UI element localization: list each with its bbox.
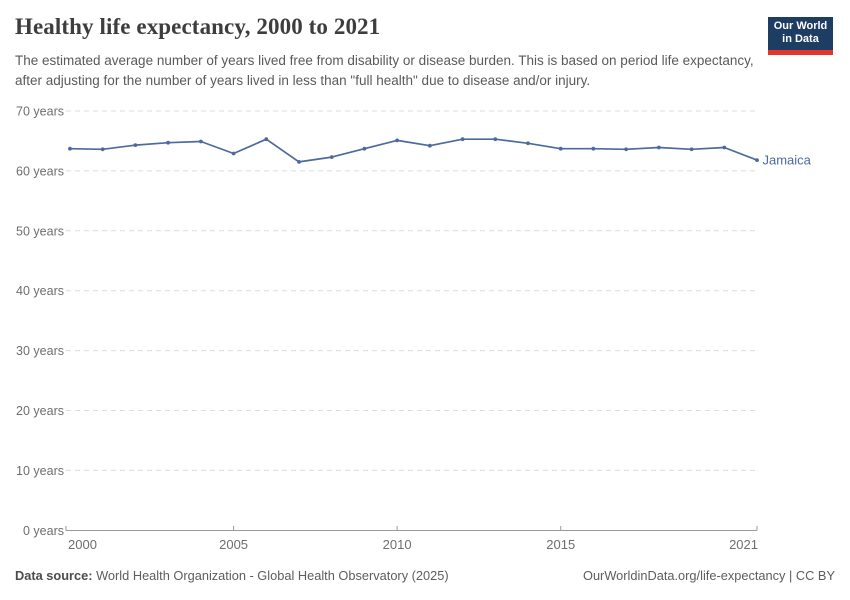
data-point bbox=[264, 137, 269, 142]
data-point bbox=[199, 139, 203, 144]
x-tick-label: 2015 bbox=[546, 537, 575, 552]
data-point bbox=[395, 138, 399, 143]
y-tick-label: 70 years bbox=[16, 105, 64, 119]
series-group bbox=[68, 137, 759, 164]
x-tick-label: 2000 bbox=[68, 537, 97, 552]
owid-logo-accent-bar bbox=[768, 50, 833, 55]
data-point bbox=[68, 146, 72, 151]
chart-subtitle: The estimated average number of years li… bbox=[15, 53, 754, 88]
x-tick-label: 2005 bbox=[219, 537, 248, 552]
data-point bbox=[428, 143, 432, 148]
y-tick-label: 50 years bbox=[16, 224, 64, 238]
data-point bbox=[493, 137, 498, 142]
y-tick-label: 10 years bbox=[16, 464, 64, 478]
data-point bbox=[624, 147, 628, 152]
x-tick-label: 2021 bbox=[729, 537, 758, 552]
data-point bbox=[657, 145, 661, 150]
data-point bbox=[231, 151, 236, 156]
y-tick-label: 40 years bbox=[16, 284, 64, 298]
y-tick-label: 60 years bbox=[16, 164, 64, 178]
series-line bbox=[69, 138, 758, 163]
data-point bbox=[362, 146, 367, 151]
data-point bbox=[100, 147, 105, 152]
y-axis-labels: 0 years 10 years 20 years 30 years 40 years 5… bbox=[16, 105, 64, 538]
data-point bbox=[460, 137, 465, 142]
y-tick-label: 20 years bbox=[16, 404, 64, 418]
data-source-label: Data source: bbox=[15, 568, 93, 583]
series-label-jamaica: Jamaica bbox=[763, 153, 812, 168]
data-point bbox=[297, 160, 301, 164]
x-tick-label: 2010 bbox=[383, 537, 412, 552]
owid-logo: Our World in Data bbox=[768, 17, 833, 55]
credit-note: OurWorldinData.org/life-expectancy | CC … bbox=[582, 568, 835, 583]
data-point bbox=[133, 143, 138, 148]
data-point bbox=[591, 146, 596, 151]
data-point bbox=[558, 146, 563, 151]
data-source-note: Data source: World Health Organization -… bbox=[15, 568, 449, 583]
page-title: Healthy life expectancy, 2000 to 2021 bbox=[15, 14, 381, 39]
x-axis-labels: 2000 2005 2010 2015 2021 bbox=[68, 537, 758, 552]
data-point bbox=[722, 145, 727, 150]
data-point bbox=[329, 155, 334, 160]
owid-logo-line1: Our World bbox=[773, 20, 828, 32]
y-tick-label: 30 years bbox=[16, 344, 64, 358]
x-axis bbox=[65, 526, 758, 531]
data-point bbox=[689, 147, 694, 152]
y-tick-label: 0 years bbox=[23, 524, 64, 538]
data-point bbox=[166, 140, 171, 145]
owid-logo-line2: in Data bbox=[782, 33, 819, 45]
data-point bbox=[526, 141, 530, 146]
data-point bbox=[755, 158, 759, 163]
owid-logo-box: Our World in Data bbox=[768, 17, 833, 50]
gridlines-group bbox=[66, 110, 757, 471]
data-source-text: World Health Organization - Global Healt… bbox=[92, 568, 449, 583]
